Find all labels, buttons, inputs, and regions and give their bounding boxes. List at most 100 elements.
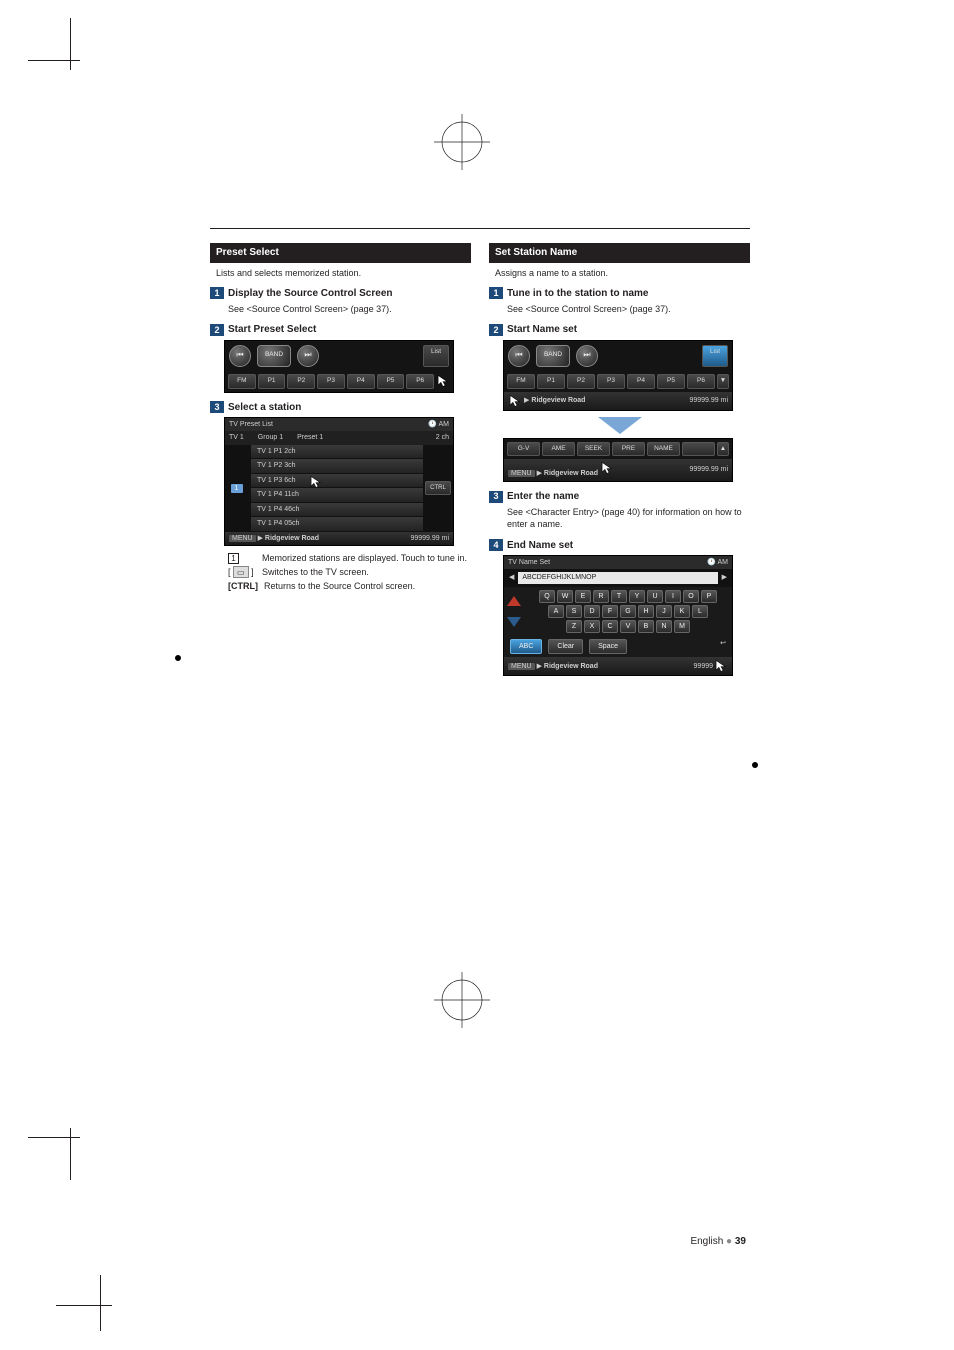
road-label: Ridgeview Road <box>531 396 585 405</box>
screenshot-source-tabs: ⏮ BAND ⏭ List FM P1 P2 P3 P4 P5 P6 <box>224 340 454 393</box>
list-marker: 1 <box>231 484 243 493</box>
left-column: Preset Select Lists and selects memorize… <box>210 243 471 682</box>
road-label: Ridgeview Road <box>544 663 598 670</box>
back-icon: ↩ <box>720 639 726 654</box>
kbd-key: B <box>638 620 654 633</box>
kbd-key: U <box>647 590 663 603</box>
menu-label: MENU <box>508 663 535 670</box>
legend-text: Memorized stations are displayed. Touch … <box>262 552 467 564</box>
section-lead: Assigns a name to a station. <box>495 267 750 279</box>
name-input: ABCDEFGHIJKLMNOP <box>518 572 717 583</box>
cursor-icon <box>508 394 522 408</box>
kbd-key: Y <box>629 590 645 603</box>
crop-mark <box>56 1305 112 1306</box>
kbd-key: D <box>584 605 600 618</box>
fn-tab: NAME <box>647 442 680 457</box>
kbd-key: K <box>674 605 690 618</box>
kbd-key: Q <box>539 590 555 603</box>
footer-lang: English <box>690 1236 723 1247</box>
step-number: 1 <box>210 287 224 299</box>
clear-button: Clear <box>548 639 583 654</box>
list-button: List <box>702 345 728 367</box>
margin-bullet <box>752 762 758 768</box>
p-tab: P5 <box>377 374 405 389</box>
kbd-key: O <box>683 590 699 603</box>
ss-title: TV Name Set <box>508 558 550 567</box>
step-1: 1 Tune in to the station to name <box>489 287 750 301</box>
more-icon: ▲ <box>717 442 729 457</box>
kbd-key: I <box>665 590 681 603</box>
clock-icon: 🕐 AM <box>707 558 728 567</box>
more-icon: ▼ <box>717 374 729 389</box>
screenshot-name-bottom: G-V AME SEEK PRE NAME ▲ MENU ▶ Ridgeview… <box>503 438 733 482</box>
p-tab: P4 <box>627 374 655 389</box>
left-arrow-icon: ◀ <box>509 573 514 582</box>
legend-text: Switches to the TV screen. <box>262 566 369 578</box>
legend-key-ctrl: [CTRL] <box>228 581 258 591</box>
step-number: 2 <box>489 324 503 336</box>
next-track-icon: ⏭ <box>297 345 319 367</box>
km-label: 99999.99 mi <box>689 396 728 405</box>
clock-icon: 🕐 AM <box>428 420 449 429</box>
cursor-icon <box>714 659 728 673</box>
step-number: 4 <box>489 539 503 551</box>
cursor-icon <box>436 374 450 388</box>
right-arrow-icon: ▶ <box>722 573 727 582</box>
margin-bullet <box>175 655 181 661</box>
crop-mark <box>70 18 71 70</box>
section-title: Set Station Name <box>489 243 750 263</box>
crop-mark <box>100 1275 101 1331</box>
kbd-key: V <box>620 620 636 633</box>
kbd-key: X <box>584 620 600 633</box>
step-2: 2 Start Preset Select <box>210 323 471 337</box>
road-label: Ridgeview Road <box>544 470 598 477</box>
abc-button: ABC <box>510 639 542 654</box>
step-title: Display the Source Control Screen <box>228 287 393 301</box>
list-item: TV 1 P1 2ch <box>251 445 423 459</box>
p-tab: P3 <box>597 374 625 389</box>
header-left: TV 1 <box>229 433 244 442</box>
km-label: 99999.99 mi <box>689 465 728 474</box>
p-tab: P6 <box>687 374 715 389</box>
step-3: 3 Select a station <box>210 401 471 415</box>
kbd-key: E <box>575 590 591 603</box>
step-number: 3 <box>210 401 224 413</box>
reg-mark-top <box>434 114 490 170</box>
p-tab: P2 <box>287 374 315 389</box>
fn-tab: PRE <box>612 442 645 457</box>
crop-mark <box>70 1128 71 1180</box>
crop-mark <box>28 1137 80 1138</box>
kbd-key: T <box>611 590 627 603</box>
section-title: Preset Select <box>210 243 471 263</box>
list-button: List <box>423 345 449 367</box>
step-3: 3 Enter the name <box>489 490 750 504</box>
p-tab: P6 <box>406 374 434 389</box>
list-item: TV 1 P2 3ch <box>251 459 423 473</box>
kbd-key: S <box>566 605 582 618</box>
kbd-key: M <box>674 620 690 633</box>
kbd-key: G <box>620 605 636 618</box>
header-mid: Group 1 <box>258 433 283 442</box>
step-1: 1 Display the Source Control Screen <box>210 287 471 301</box>
step-title: End Name set <box>507 539 573 553</box>
band-button: BAND <box>257 345 291 367</box>
prev-track-icon: ⏮ <box>508 345 530 367</box>
road-label: Ridgeview Road <box>265 535 319 542</box>
step-4: 4 End Name set <box>489 539 750 553</box>
footer-dot-icon: ● <box>726 1236 735 1247</box>
km-label: 99999 <box>694 662 713 671</box>
step-2: 2 Start Name set <box>489 323 750 337</box>
step-number: 2 <box>210 324 224 336</box>
fn-tab: G-V <box>507 442 540 457</box>
step-number: 1 <box>489 287 503 299</box>
up-arrow-icon <box>507 596 521 606</box>
kbd-key: L <box>692 605 708 618</box>
tv-icon: ▭ <box>233 566 249 578</box>
band-button: BAND <box>536 345 570 367</box>
kbd-key: N <box>656 620 672 633</box>
next-track-icon: ⏭ <box>576 345 598 367</box>
p-tab: FM <box>507 374 535 389</box>
fn-tab <box>682 442 715 457</box>
fn-tab: AME <box>542 442 575 457</box>
p-tab: P2 <box>567 374 595 389</box>
